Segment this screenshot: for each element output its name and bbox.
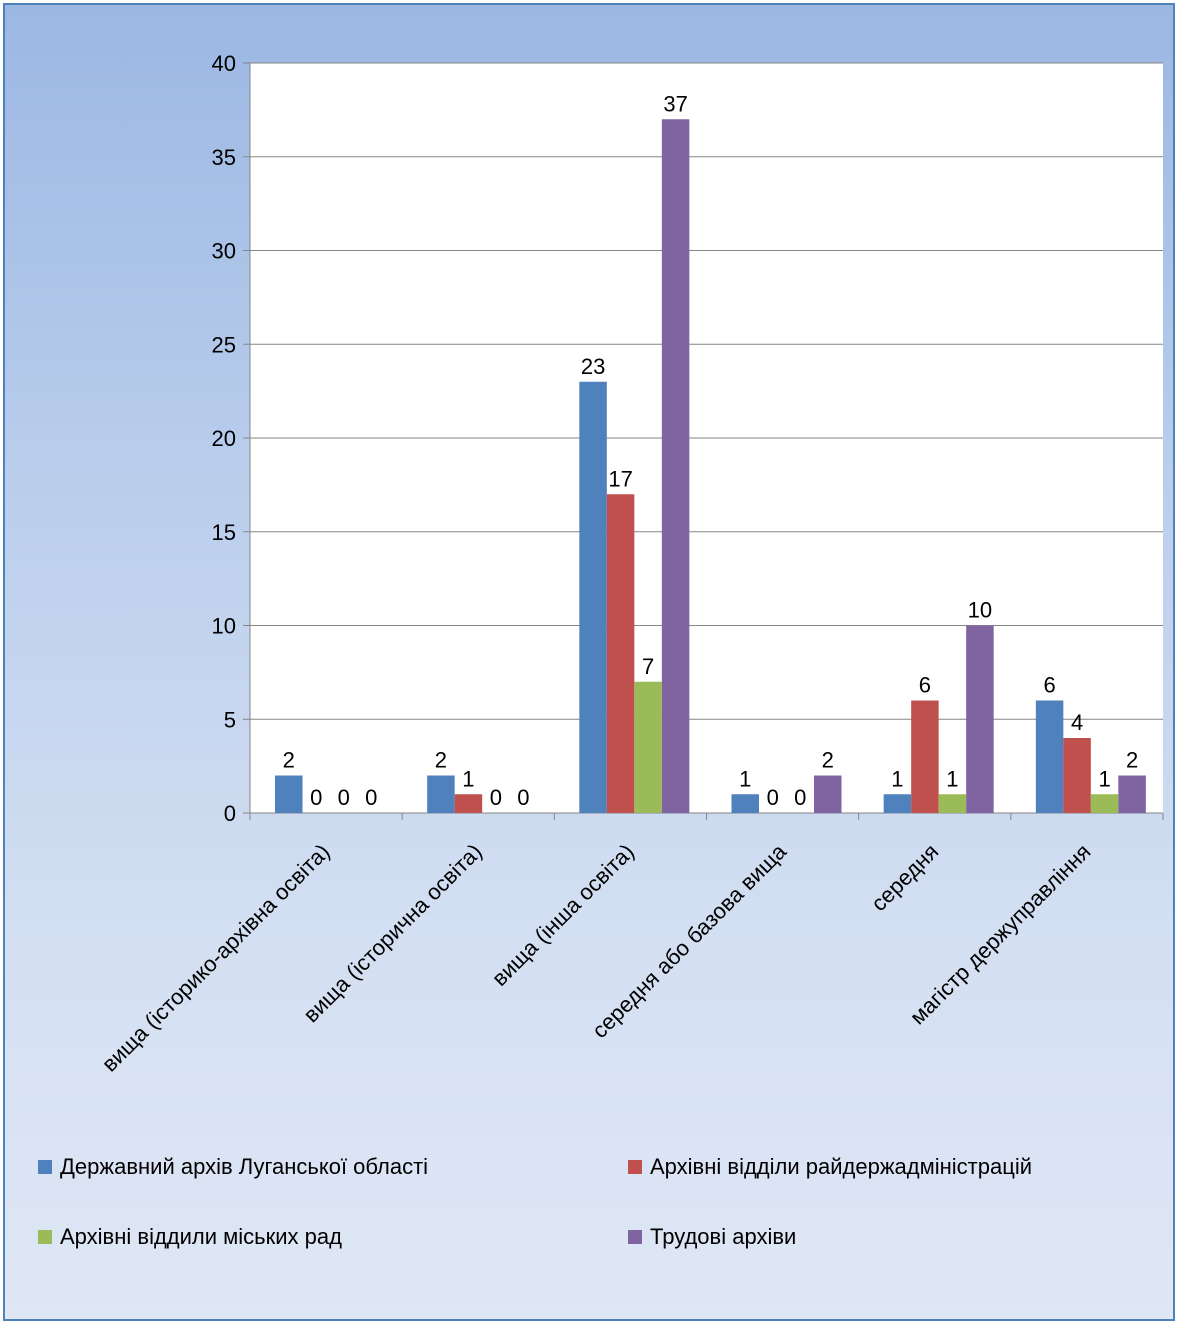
bar (454, 794, 483, 813)
y-tick-label: 0 (224, 801, 236, 826)
legend-label: Архівні відділи райдержадміністрацій (650, 1154, 1032, 1179)
y-tick-label: 35 (212, 145, 236, 170)
data-label: 6 (919, 673, 931, 698)
y-tick-label: 10 (212, 614, 236, 639)
chart-frame: 0 5 10 15 20 25 30 35 40 2 0 0 0 2 1 0 0 23 17 7 37 1 0 0 2 1 6 1 10… (3, 3, 1175, 1321)
bar (731, 794, 759, 813)
data-label: 1 (946, 766, 958, 791)
legend-label: Архівні віддили міських рад (60, 1224, 342, 1249)
data-label: 7 (642, 654, 654, 679)
data-label: 1 (1098, 766, 1110, 791)
data-label: 0 (517, 785, 529, 810)
data-label: 2 (435, 748, 447, 773)
bar (966, 625, 994, 813)
data-label: 2 (1126, 748, 1138, 773)
y-tick-label: 5 (224, 707, 236, 732)
data-label: 1 (739, 766, 751, 791)
data-label: 0 (490, 785, 502, 810)
data-label: 0 (794, 785, 806, 810)
bar (1063, 738, 1091, 813)
data-label: 10 (968, 598, 992, 623)
x-category-label: вища (історична освіта) (298, 839, 486, 1027)
data-label: 0 (310, 785, 322, 810)
y-tick-label: 25 (212, 332, 236, 357)
y-tick-label: 40 (212, 51, 236, 76)
data-label: 6 (1043, 673, 1055, 698)
bar (911, 700, 939, 813)
data-label: 4 (1071, 710, 1083, 735)
bar (427, 775, 455, 813)
legend-swatch (628, 1160, 642, 1174)
x-category-label: магістр держуправління (905, 839, 1096, 1030)
bar (275, 775, 303, 813)
bar (634, 681, 662, 813)
data-label: 37 (663, 91, 687, 116)
data-label: 0 (767, 785, 779, 810)
legend-label: Державний архів Луганської області (60, 1154, 428, 1179)
data-label: 0 (365, 785, 377, 810)
data-label: 2 (283, 748, 295, 773)
bar (883, 794, 912, 813)
legend-swatch (38, 1230, 52, 1244)
bar (606, 494, 635, 813)
data-label: 1 (891, 766, 903, 791)
bar (814, 775, 842, 813)
data-label: 1 (462, 766, 474, 791)
bar (1035, 700, 1064, 813)
bar (1090, 794, 1119, 813)
legend-swatch (38, 1160, 52, 1174)
bar (1118, 775, 1146, 813)
data-label: 17 (608, 466, 632, 491)
y-tick-label: 20 (212, 426, 236, 451)
data-label: 23 (581, 354, 605, 379)
bar (661, 119, 690, 813)
y-tick-label: 30 (212, 239, 236, 264)
bar (579, 381, 607, 813)
y-tick-label: 15 (212, 520, 236, 545)
data-label: 0 (338, 785, 350, 810)
x-category-label: вища (історико-архівна освіта) (97, 839, 335, 1077)
x-category-label: вища (інша освіта) (487, 839, 639, 991)
legend-label: Трудові архіви (650, 1224, 796, 1249)
bar (938, 794, 967, 813)
x-category-label: середня (866, 839, 943, 916)
legend-swatch (628, 1230, 642, 1244)
data-label: 2 (822, 748, 834, 773)
